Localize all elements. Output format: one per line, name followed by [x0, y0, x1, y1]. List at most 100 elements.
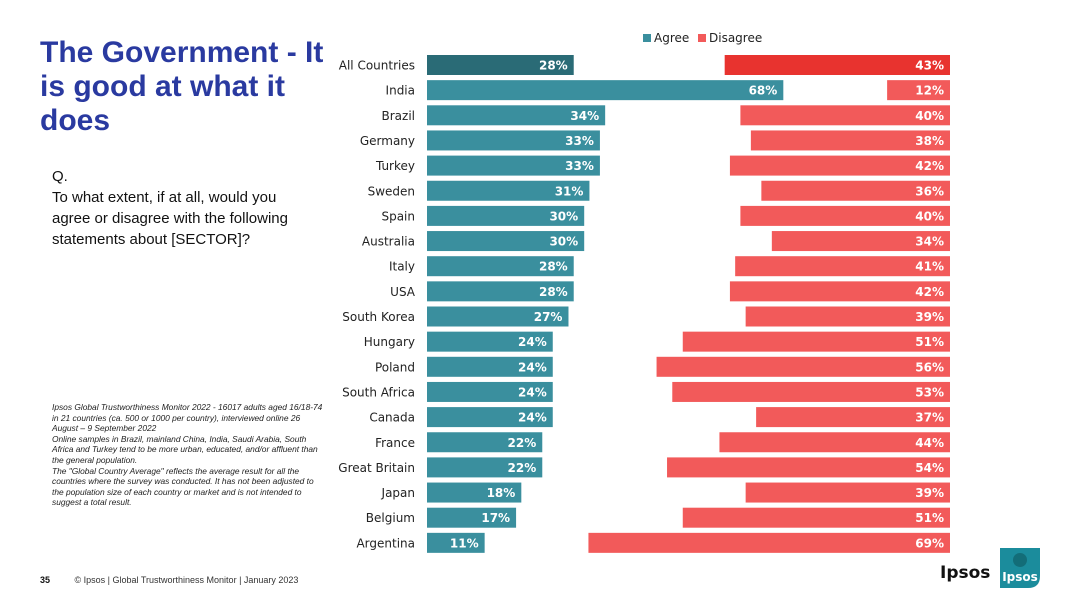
ipsos-wordmark: Ipsos	[940, 563, 991, 583]
category-label: Poland	[375, 360, 415, 374]
disagree-value-label: 53%	[915, 385, 944, 399]
agree-value-label: 28%	[539, 260, 568, 274]
agree-bar	[427, 256, 574, 277]
agree-value-label: 27%	[534, 310, 563, 324]
question-text: To what extent, if at all, would you agr…	[52, 189, 288, 248]
disagree-value-label: 41%	[915, 260, 944, 274]
chart-row: Brazil 34% 40%	[382, 105, 950, 126]
agree-value-label: 34%	[570, 109, 599, 123]
agree-bar	[427, 155, 600, 176]
disagree-value-label: 40%	[915, 109, 944, 123]
disagree-bar	[719, 432, 950, 453]
category-label: Spain	[381, 209, 415, 223]
chart-row: Poland 24% 56%	[375, 356, 950, 377]
disagree-bar	[682, 331, 950, 352]
category-label: Japan	[381, 486, 415, 500]
agree-bar	[427, 231, 585, 252]
disagree-value-label: 40%	[915, 209, 944, 223]
chart-row: Australia 30% 34%	[362, 231, 950, 252]
ipsos-logo-icon: Ipsos	[1000, 548, 1040, 588]
chart-row: France 22% 44%	[375, 432, 950, 453]
chart-row: Sweden 31% 36%	[368, 180, 950, 201]
disagree-value-label: 44%	[915, 436, 944, 450]
disagree-value-label: 42%	[915, 285, 944, 299]
agree-bar	[427, 306, 569, 327]
disagree-bar	[735, 256, 950, 277]
agree-bar	[427, 482, 522, 503]
category-label: Sweden	[368, 184, 415, 198]
category-label: Hungary	[364, 335, 415, 349]
disagree-value-label: 51%	[915, 335, 944, 349]
chart-row: All Countries 28% 43%	[339, 55, 950, 75]
disagree-value-label: 69%	[915, 536, 944, 550]
note-global-average: The "Global Country Average" reflects th…	[52, 465, 314, 508]
agree-value-label: 11%	[450, 536, 479, 550]
chart-row: Hungary 24% 51%	[364, 331, 950, 352]
category-label: Germany	[360, 134, 415, 148]
category-label: Argentina	[356, 536, 415, 550]
agree-bar	[427, 457, 543, 478]
agree-value-label: 33%	[565, 134, 594, 148]
agree-bar	[427, 507, 517, 528]
chart-row: Belgium 17% 51%	[366, 507, 950, 528]
chart-row: Italy 28% 41%	[389, 256, 950, 277]
question-label: Q.	[52, 168, 68, 185]
agree-value-label: 30%	[549, 209, 578, 223]
disagree-bar	[729, 155, 950, 176]
chart-row: India 68% 12%	[386, 80, 950, 101]
footer-text: © Ipsos | Global Trustworthiness Monitor…	[74, 575, 299, 585]
agree-value-label: 24%	[518, 411, 547, 425]
agree-value-label: 68%	[749, 84, 778, 98]
disagree-value-label: 54%	[915, 461, 944, 475]
disagree-value-label: 39%	[915, 486, 944, 500]
agree-bar	[427, 180, 590, 201]
chart-legend: Agree Disagree	[643, 31, 762, 45]
chart-row: South Africa 24% 53%	[342, 381, 950, 402]
category-label: Brazil	[382, 109, 416, 123]
disagree-value-label: 36%	[915, 184, 944, 198]
disagree-bar	[682, 507, 950, 528]
agree-bar	[427, 532, 485, 553]
disagree-value-label: 42%	[915, 159, 944, 173]
agree-value-label: 22%	[508, 436, 537, 450]
category-label: All Countries	[339, 59, 415, 73]
agree-value-label: 18%	[487, 486, 516, 500]
ipsos-logo-text: Ipsos	[1002, 570, 1038, 584]
agree-value-label: 24%	[518, 385, 547, 399]
disagree-bar	[667, 457, 950, 478]
note-online-samples: Online samples in Brazil, mainland China…	[52, 433, 318, 465]
page-title: The Government - It is good at what it d…	[40, 36, 324, 137]
agree-bar	[427, 407, 553, 428]
disagree-bar	[588, 532, 950, 553]
disagree-bar	[887, 80, 950, 101]
agree-value-label: 22%	[508, 461, 537, 475]
disagree-value-label: 51%	[915, 511, 944, 525]
disagree-value-label: 34%	[915, 235, 944, 249]
disagree-bar	[656, 356, 950, 377]
legend-disagree-swatch	[698, 34, 706, 42]
disagree-bar	[750, 130, 950, 151]
disagree-bar	[672, 381, 950, 402]
chart-row: Great Britain 22% 54%	[338, 457, 950, 478]
disagree-value-label: 12%	[915, 84, 944, 98]
disagree-value-label: 43%	[915, 59, 944, 73]
agree-value-label: 31%	[555, 184, 584, 198]
agree-value-label: 24%	[518, 335, 547, 349]
agree-value-label: 28%	[539, 285, 568, 299]
category-label: Canada	[369, 411, 415, 425]
category-label: Belgium	[366, 511, 415, 525]
chart-row: Canada 24% 37%	[369, 407, 950, 428]
agree-bar	[427, 331, 553, 352]
methodology-notes: Ipsos Global Trustworthiness Monitor 202…	[52, 402, 324, 508]
chart-row: South Korea 27% 39%	[342, 306, 950, 327]
disagree-bar	[745, 306, 950, 327]
category-label: Italy	[389, 260, 415, 274]
disagree-bar	[740, 205, 950, 226]
footer: 35 © Ipsos | Global Trustworthiness Moni…	[40, 575, 298, 585]
chart-row: Spain 30% 40%	[381, 205, 950, 226]
disagree-value-label: 56%	[915, 360, 944, 374]
agree-value-label: 24%	[518, 360, 547, 374]
page-number: 35	[40, 575, 51, 585]
disagree-bar	[745, 482, 950, 503]
